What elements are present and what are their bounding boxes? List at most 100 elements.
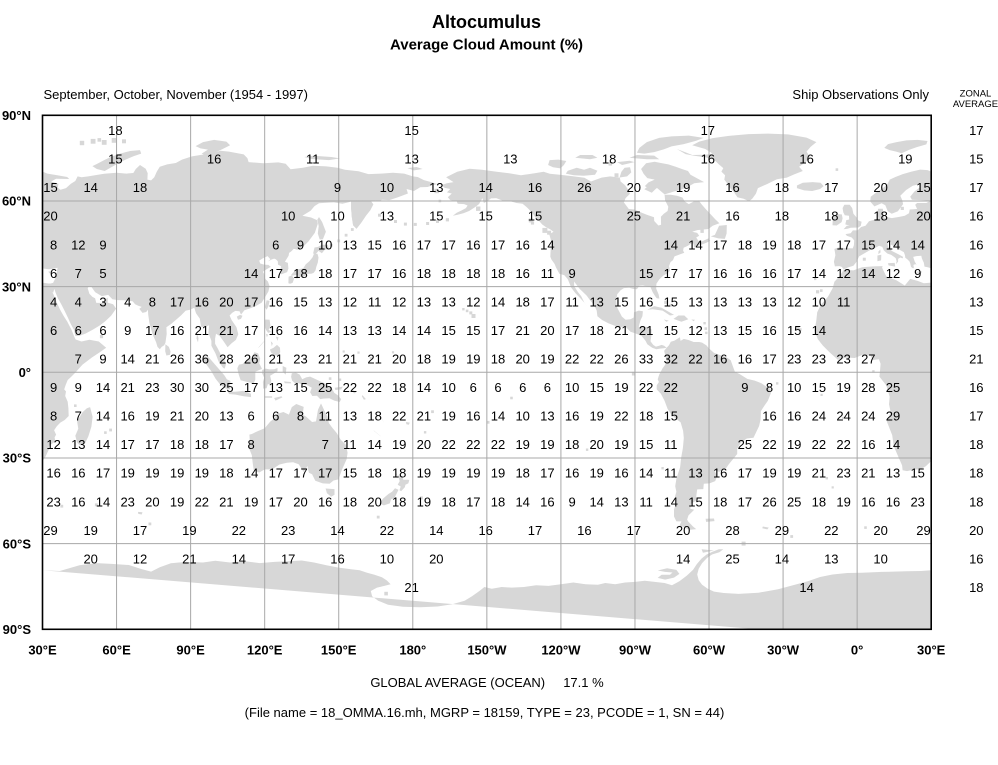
- svg-text:17: 17: [969, 409, 983, 424]
- svg-text:9: 9: [568, 494, 575, 509]
- svg-text:23: 23: [281, 523, 295, 538]
- svg-text:20: 20: [515, 352, 529, 367]
- svg-text:11: 11: [837, 294, 851, 309]
- svg-text:22: 22: [836, 437, 850, 452]
- svg-text:16: 16: [466, 409, 480, 424]
- svg-text:180°: 180°: [399, 643, 426, 658]
- svg-text:14: 14: [491, 409, 505, 424]
- svg-text:17: 17: [812, 237, 826, 252]
- svg-text:17: 17: [281, 551, 295, 566]
- svg-text:13: 13: [688, 294, 702, 309]
- svg-text:7: 7: [75, 352, 82, 367]
- svg-text:17: 17: [145, 437, 159, 452]
- svg-text:17: 17: [269, 466, 283, 481]
- svg-text:21: 21: [367, 352, 381, 367]
- svg-text:15: 15: [910, 466, 924, 481]
- svg-text:21: 21: [170, 409, 184, 424]
- svg-text:18: 18: [713, 494, 727, 509]
- svg-text:11: 11: [639, 494, 653, 509]
- svg-text:9: 9: [50, 380, 57, 395]
- svg-text:12: 12: [46, 437, 60, 452]
- svg-text:20: 20: [43, 209, 57, 224]
- svg-text:23: 23: [293, 352, 307, 367]
- svg-text:20: 20: [417, 437, 431, 452]
- svg-text:17: 17: [367, 266, 381, 281]
- svg-text:6: 6: [519, 380, 526, 395]
- svg-text:25: 25: [787, 494, 801, 509]
- svg-text:15: 15: [367, 237, 381, 252]
- svg-text:16: 16: [614, 466, 628, 481]
- svg-text:17: 17: [466, 494, 480, 509]
- svg-text:9: 9: [741, 380, 748, 395]
- svg-text:30: 30: [170, 380, 184, 395]
- svg-text:20: 20: [916, 209, 930, 224]
- svg-text:16: 16: [293, 323, 307, 338]
- svg-text:19: 19: [589, 409, 603, 424]
- svg-text:6: 6: [99, 323, 106, 338]
- svg-text:14: 14: [244, 266, 258, 281]
- svg-text:September, October, November (: September, October, November (1954 - 199…: [44, 87, 308, 102]
- svg-text:11: 11: [541, 266, 555, 281]
- svg-text:19: 19: [182, 523, 196, 538]
- svg-text:15: 15: [861, 237, 875, 252]
- svg-text:15: 15: [343, 466, 357, 481]
- svg-text:16: 16: [269, 294, 283, 309]
- svg-text:15: 15: [916, 180, 930, 195]
- svg-text:17: 17: [318, 466, 332, 481]
- svg-text:16: 16: [787, 409, 801, 424]
- svg-text:19: 19: [787, 466, 801, 481]
- svg-text:19: 19: [515, 437, 529, 452]
- svg-text:16: 16: [515, 237, 529, 252]
- svg-text:22: 22: [688, 352, 702, 367]
- svg-text:23: 23: [836, 466, 850, 481]
- svg-text:14: 14: [775, 551, 789, 566]
- svg-text:20: 20: [367, 494, 381, 509]
- svg-text:19: 19: [417, 494, 431, 509]
- svg-text:17: 17: [269, 266, 283, 281]
- svg-text:15: 15: [664, 323, 678, 338]
- svg-text:9: 9: [99, 352, 106, 367]
- svg-text:Average Cloud Amount (%): Average Cloud Amount (%): [390, 37, 583, 54]
- svg-text:14: 14: [367, 437, 381, 452]
- svg-text:22: 22: [824, 523, 838, 538]
- svg-text:16: 16: [46, 466, 60, 481]
- svg-text:18: 18: [775, 180, 789, 195]
- svg-text:17: 17: [96, 466, 110, 481]
- svg-text:21: 21: [676, 209, 690, 224]
- svg-text:14: 14: [688, 237, 702, 252]
- svg-text:21: 21: [343, 352, 357, 367]
- svg-text:9: 9: [124, 323, 131, 338]
- svg-text:14: 14: [96, 409, 110, 424]
- svg-text:24: 24: [861, 409, 875, 424]
- svg-text:16: 16: [701, 152, 715, 167]
- svg-text:18: 18: [392, 466, 406, 481]
- svg-text:19: 19: [589, 466, 603, 481]
- svg-text:14: 14: [83, 180, 97, 195]
- svg-text:28: 28: [219, 352, 233, 367]
- svg-text:16: 16: [71, 466, 85, 481]
- svg-text:18: 18: [441, 494, 455, 509]
- svg-text:18: 18: [108, 123, 122, 138]
- svg-text:13: 13: [417, 294, 431, 309]
- svg-text:17: 17: [762, 352, 776, 367]
- svg-text:15: 15: [441, 323, 455, 338]
- svg-text:17: 17: [540, 294, 554, 309]
- svg-text:18: 18: [787, 237, 801, 252]
- svg-text:17: 17: [969, 123, 983, 138]
- svg-text:60°S: 60°S: [3, 536, 32, 551]
- svg-text:120°E: 120°E: [247, 643, 283, 658]
- svg-text:17: 17: [491, 237, 505, 252]
- svg-text:15: 15: [639, 266, 653, 281]
- svg-text:6: 6: [75, 323, 82, 338]
- svg-text:20: 20: [145, 494, 159, 509]
- svg-text:16: 16: [515, 266, 529, 281]
- svg-text:17: 17: [565, 323, 579, 338]
- svg-text:18: 18: [873, 209, 887, 224]
- svg-text:25: 25: [738, 437, 752, 452]
- svg-text:17: 17: [664, 266, 678, 281]
- svg-text:14: 14: [96, 380, 110, 395]
- svg-text:6: 6: [544, 380, 551, 395]
- svg-text:28: 28: [725, 523, 739, 538]
- svg-text:15: 15: [108, 152, 122, 167]
- svg-text:30°W: 30°W: [767, 643, 800, 658]
